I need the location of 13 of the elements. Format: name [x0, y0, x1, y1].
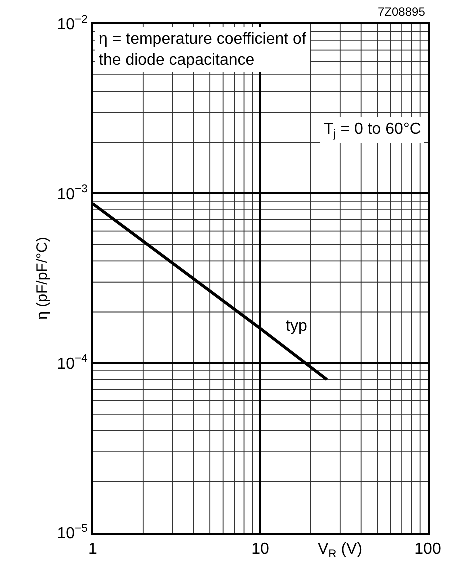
annotation: T$_{j}$ = 0 to 60°C	[324, 121, 422, 140]
y-tick-label: 10$^{−5}$	[57, 522, 88, 543]
x-tick-label: 100	[414, 541, 442, 558]
x-axis-title: V$_{R}$ (V)	[318, 541, 363, 560]
y-tick-label: 10$^{−2}$	[57, 14, 88, 34]
text: 7Z08895	[378, 5, 426, 19]
y-tick-label: 10$^{−3}$	[57, 184, 88, 204]
y-axis-title: η (pF/pF/°C)	[34, 237, 51, 320]
y-tick-label: 10$^{−4}$	[57, 353, 88, 373]
x-tick-label: 1	[88, 541, 98, 558]
text: η = temperature coefficient of the diode capacitance	[99, 31, 307, 69]
x-tick-label: 10	[252, 541, 270, 558]
annotation: typ	[286, 318, 308, 335]
